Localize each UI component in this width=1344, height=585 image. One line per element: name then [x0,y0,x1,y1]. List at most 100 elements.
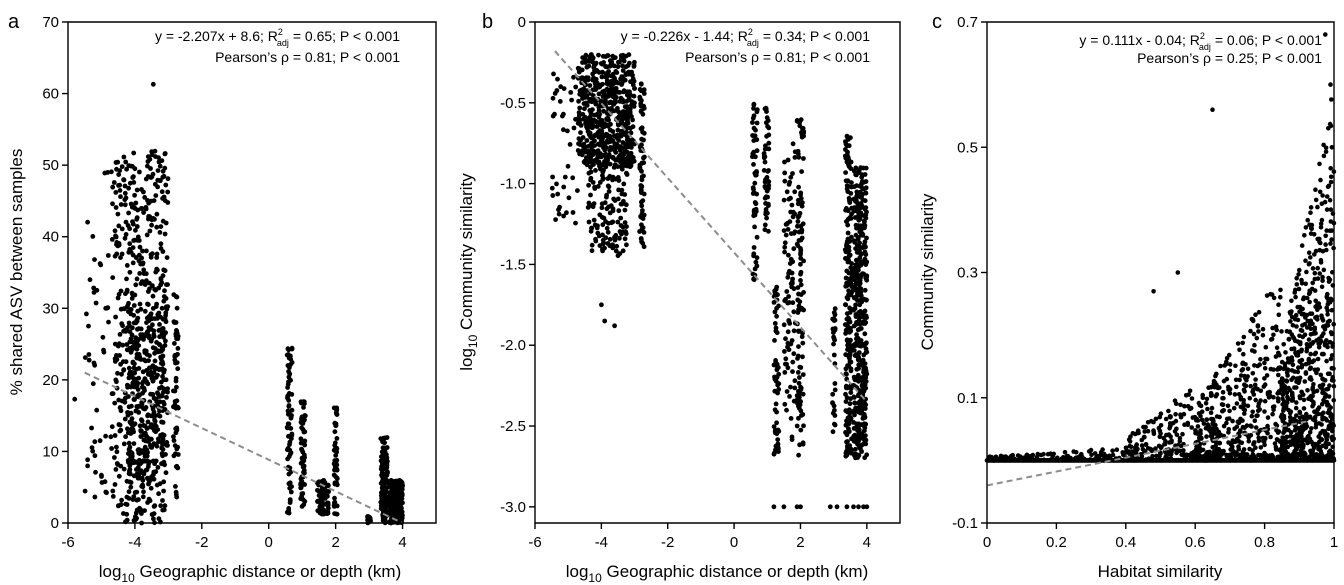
data-point [1208,429,1213,435]
data-point [610,154,616,160]
data-point [160,447,166,452]
data-point [124,502,130,507]
data-point [286,398,292,403]
data-point [1012,456,1017,462]
data-point [622,77,628,83]
data-point [113,377,119,383]
data-point [141,423,147,428]
data-point [142,508,148,513]
data-point [782,240,788,246]
data-point [753,201,759,207]
data-point [849,261,854,266]
data-point [856,168,862,174]
data-point [145,475,150,481]
data-point [391,508,397,513]
data-point [1025,454,1031,460]
data-point [848,265,854,271]
data-point [577,105,583,111]
data-point [1218,363,1223,369]
data-point [764,133,769,139]
data-point [285,446,291,451]
data-point [157,230,163,235]
data-point [128,484,134,490]
data-point [790,171,795,176]
data-point [605,73,610,79]
data-point [593,168,598,173]
panel-b-regression-annotation: y = -0.226x - 1.44; R2 adj = 0.34; P < 0.… [621,27,871,48]
data-point [856,392,861,397]
data-point [845,296,851,302]
data-point [773,325,779,331]
data-point [830,429,836,435]
data-point [161,334,166,340]
data-point [148,485,154,491]
data-point [863,179,869,184]
data-point [153,287,159,293]
data-point [1200,447,1206,453]
data-point [130,325,135,331]
data-point [163,338,168,344]
data-point [621,181,627,187]
data-point [133,282,139,288]
data-point [154,301,160,307]
data-point [1293,294,1298,300]
data-point [848,292,854,298]
data-point [148,166,153,171]
data-point [831,341,836,347]
data-point [782,178,788,184]
data-point [800,412,806,417]
data-point [607,210,613,216]
data-point [637,162,643,168]
data-point [799,235,805,241]
data-point [855,200,860,206]
data-point [1253,377,1258,382]
data-point [1123,445,1129,451]
x-tick-label: 0 [730,534,738,551]
data-point [109,169,114,175]
data-point [599,74,605,80]
data-point [618,133,624,139]
data-point [302,413,308,418]
data-point [173,484,178,489]
data-point [600,222,606,228]
data-point [333,474,339,480]
data-point [124,287,130,293]
data-point [860,342,866,347]
data-point [1114,447,1120,453]
data-point [851,383,857,388]
data-point [115,295,121,301]
data-point [857,321,863,327]
data-point [1266,395,1272,400]
data-point [620,109,626,114]
data-point [792,385,798,391]
data-point [627,60,632,66]
panel-b: b -6 -4 -2 0 2 4 0-0.5-1.0-1.5-2.0-2.5-3.0 y … [457,11,901,585]
data-point [117,188,123,193]
data-point [843,256,848,261]
data-point [86,352,92,357]
data-point [1185,420,1191,426]
x-tick-label: 4 [863,534,871,551]
data-point [379,489,385,495]
data-point [113,190,119,195]
data-point [133,408,139,414]
data-point [772,374,777,380]
data-point [549,185,555,191]
data-point [555,76,560,82]
data-point [149,222,155,228]
data-point [844,504,850,510]
panel-c-letter: c [932,11,942,33]
data-point [862,315,868,320]
data-point [1263,344,1269,350]
data-point [158,503,164,509]
data-point [795,201,801,207]
data-point [844,268,850,274]
data-point [1204,434,1209,439]
data-point [1134,443,1139,449]
data-point [855,434,861,439]
data-point [394,482,399,488]
data-point [156,491,162,497]
data-point [140,248,145,254]
data-point [132,384,137,390]
data-point [834,504,840,510]
